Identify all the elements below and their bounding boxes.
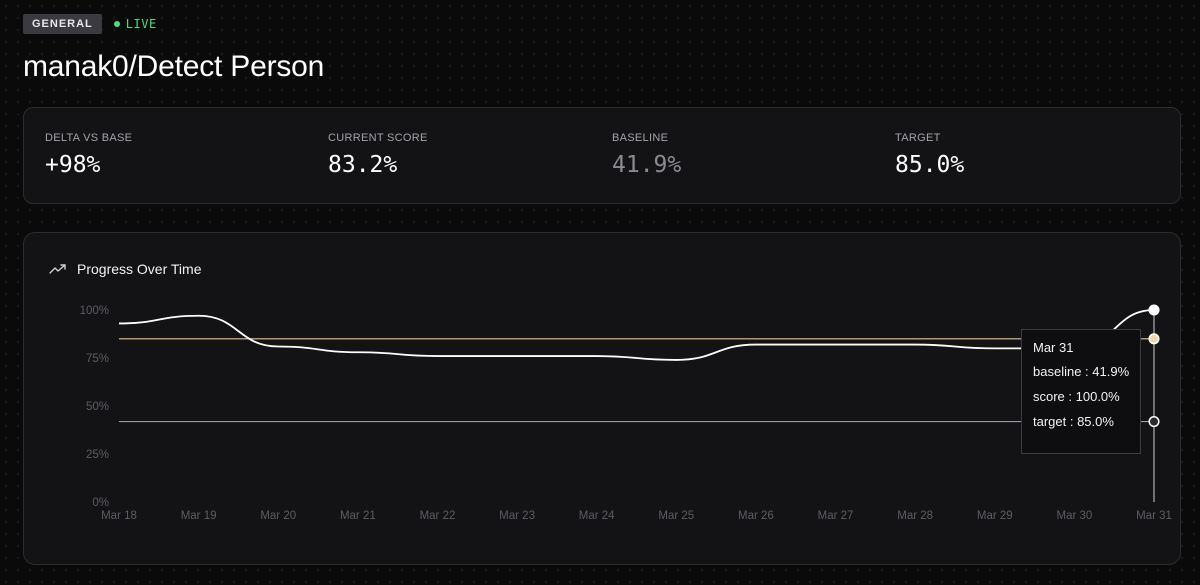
live-status-label: LIVE (125, 17, 157, 31)
live-status: LIVE (113, 17, 157, 31)
x-tick-label: Mar 27 (818, 510, 854, 522)
chart-header: Progress Over Time (49, 261, 201, 277)
y-tick-label: 100% (80, 305, 109, 317)
x-tick-label: Mar 18 (101, 510, 137, 522)
stat-delta-value: +98% (45, 152, 101, 178)
score-hover-point (1148, 304, 1160, 316)
stats-card: DELTA VS BASE +98% CURRENT SCORE 83.2% B… (23, 107, 1181, 204)
y-tick-label: 75% (86, 353, 109, 365)
target-hover-point (1148, 333, 1160, 345)
progress-chart-card: Progress Over Time 0% 25% 50% 75% 100% Mar 18… (23, 232, 1181, 565)
x-tick-label: Mar 19 (181, 510, 217, 522)
stat-delta: DELTA VS BASE +98% (45, 132, 132, 178)
stat-current-score: CURRENT SCORE 83.2% (328, 132, 428, 178)
y-tick-label: 0% (92, 497, 109, 509)
stat-baseline: BASELINE 41.9% (612, 132, 681, 178)
stat-current-score-label: CURRENT SCORE (328, 132, 428, 144)
stat-baseline-value: 41.9% (612, 152, 682, 178)
x-tick-label: Mar 30 (1056, 510, 1092, 522)
tooltip-target: target : 85.0% (1033, 414, 1114, 429)
stat-target: TARGET 85.0% (895, 132, 964, 178)
live-dot-icon (113, 21, 120, 27)
progress-chart[interactable]: 0% 25% 50% 75% 100% Mar 18 Mar 19 Mar 20 Mar 21 M… (24, 233, 1180, 564)
tooltip-baseline: baseline : 41.9% (1033, 364, 1130, 379)
baseline-hover-point (1148, 416, 1160, 428)
x-tick-label: Mar 25 (658, 510, 694, 522)
x-tick-label: Mar 20 (260, 510, 296, 522)
stat-current-score-value: 83.2% (328, 152, 398, 178)
page-header-meta: GENERAL LIVE (23, 14, 157, 34)
stat-delta-label: DELTA VS BASE (45, 132, 133, 144)
x-tick-label: Mar 24 (579, 510, 615, 522)
tooltip-date: Mar 31 (1033, 340, 1074, 355)
chart-title: Progress Over Time (77, 261, 202, 277)
x-tick-label: Mar 26 (738, 510, 774, 522)
trending-up-icon (49, 264, 66, 274)
x-tick-label: Mar 31 (1136, 510, 1172, 522)
x-tick-label: Mar 22 (420, 510, 456, 522)
x-tick-label: Mar 23 (499, 510, 535, 522)
stat-target-value: 85.0% (895, 152, 965, 178)
x-tick-label: Mar 28 (897, 510, 933, 522)
stat-target-label: TARGET (895, 132, 941, 144)
category-badge: GENERAL (23, 14, 102, 34)
tooltip-score: score : 100.0% (1033, 389, 1120, 404)
y-tick-label: 50% (86, 401, 109, 413)
x-tick-label: Mar 29 (977, 510, 1013, 522)
score-series-line (118, 309, 1155, 361)
page-title: manak0/Detect Person (23, 50, 325, 83)
chart-tooltip: Mar 31 baseline : 41.9% score : 100.0% t… (1021, 329, 1141, 454)
y-tick-label: 25% (86, 449, 109, 461)
stat-baseline-label: BASELINE (612, 132, 669, 144)
x-tick-label: Mar 21 (340, 510, 376, 522)
